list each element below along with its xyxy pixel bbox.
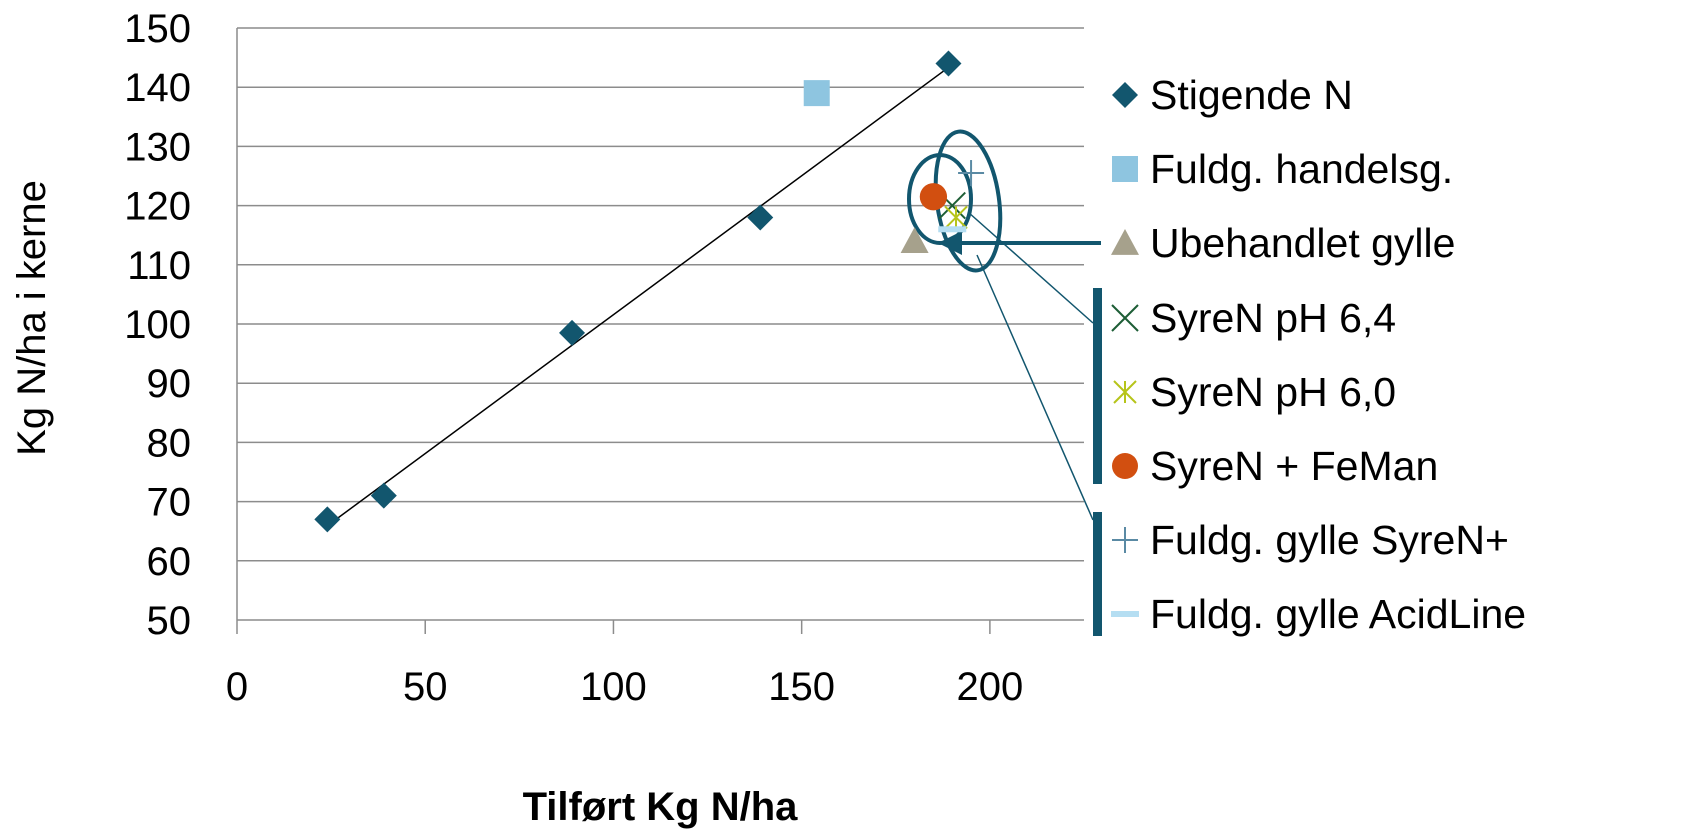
trendline-stigende-n	[326, 66, 949, 527]
legend-marker-2	[1111, 229, 1139, 255]
legend-marker-5	[1112, 453, 1138, 479]
x-tick-label: 150	[768, 665, 835, 709]
y-tick-label: 50	[147, 599, 192, 643]
point-syren-ph-6-0-0	[944, 205, 968, 230]
legend-bracket-fuldg-gylle	[1093, 512, 1102, 636]
legend-label-2: Ubehandlet gylle	[1150, 220, 1455, 266]
y-tick-label: 130	[124, 125, 191, 169]
y-tick-label: 70	[147, 481, 192, 525]
y-tick-label: 80	[147, 421, 192, 465]
gridlines	[237, 27, 1084, 562]
data-points	[314, 50, 985, 533]
point-syren-feman-0	[919, 183, 948, 211]
point-stigende-n-1	[370, 482, 397, 509]
y-tick-label: 110	[127, 244, 191, 288]
legend-marker-4	[1113, 380, 1137, 404]
connector-fuldg-gylle	[976, 254, 1094, 521]
y-tick-labels: 50 60 70 80 90 100 110 120 130 140 150	[124, 7, 191, 643]
legend-bracket-syren	[1093, 288, 1102, 484]
point-stigende-n-3	[747, 204, 774, 231]
x-tick-label: 200	[957, 665, 1024, 709]
legend-label-4: SyreN pH 6,0	[1150, 369, 1396, 415]
legend-marker-0	[1112, 82, 1138, 108]
y-axis-title: Kg N/ha i kerne	[10, 180, 54, 456]
legend-marker-7	[1111, 611, 1139, 617]
point-fuldg-gylle-acidline-0	[938, 226, 967, 233]
x-axis-title: Tilført Kg N/ha	[523, 785, 799, 829]
y-tick-label: 100	[124, 303, 191, 347]
axes	[236, 28, 1084, 634]
legend-label-7: Fuldg. gylle AcidLine	[1150, 591, 1526, 637]
x-tick-label: 0	[226, 665, 248, 709]
legend-label-3: SyreN pH 6,4	[1150, 295, 1396, 341]
connector-syren	[967, 211, 1094, 324]
point-ubehandlet-gylle-0	[900, 227, 929, 254]
point-fuldg-handelsg--0	[803, 80, 830, 107]
point-stigende-n-2	[559, 319, 586, 346]
y-tick-label: 140	[124, 66, 191, 110]
x-tick-labels: 0 50 100 150 200	[226, 665, 1023, 709]
legend-label-1: Fuldg. handelsg.	[1150, 146, 1453, 192]
legend-marker-6	[1112, 527, 1138, 553]
y-tick-label: 60	[147, 540, 192, 584]
legend-label-5: SyreN + FeMan	[1150, 443, 1438, 489]
legend-label-0: Stigende N	[1150, 72, 1353, 118]
point-stigende-n-0	[314, 506, 341, 533]
legend-marker-1	[1112, 156, 1138, 182]
y-tick-label: 120	[124, 185, 191, 229]
legend: Stigende N Fuldg. handelsg. Ubehandlet gyl…	[1093, 72, 1526, 637]
y-tick-label: 90	[147, 362, 192, 406]
y-tick-label: 150	[124, 7, 191, 51]
trendline	[326, 66, 949, 527]
point-stigende-n-4	[935, 50, 962, 77]
x-tick-label: 50	[403, 665, 448, 709]
annotations	[907, 129, 1101, 521]
legend-marker-3	[1111, 304, 1139, 332]
point-fuldg-gylle-syren--0	[958, 160, 985, 187]
x-tick-label: 100	[580, 665, 647, 709]
legend-label-6: Fuldg. gylle SyreN+	[1150, 517, 1509, 563]
annotation-arrow-head	[938, 231, 962, 255]
